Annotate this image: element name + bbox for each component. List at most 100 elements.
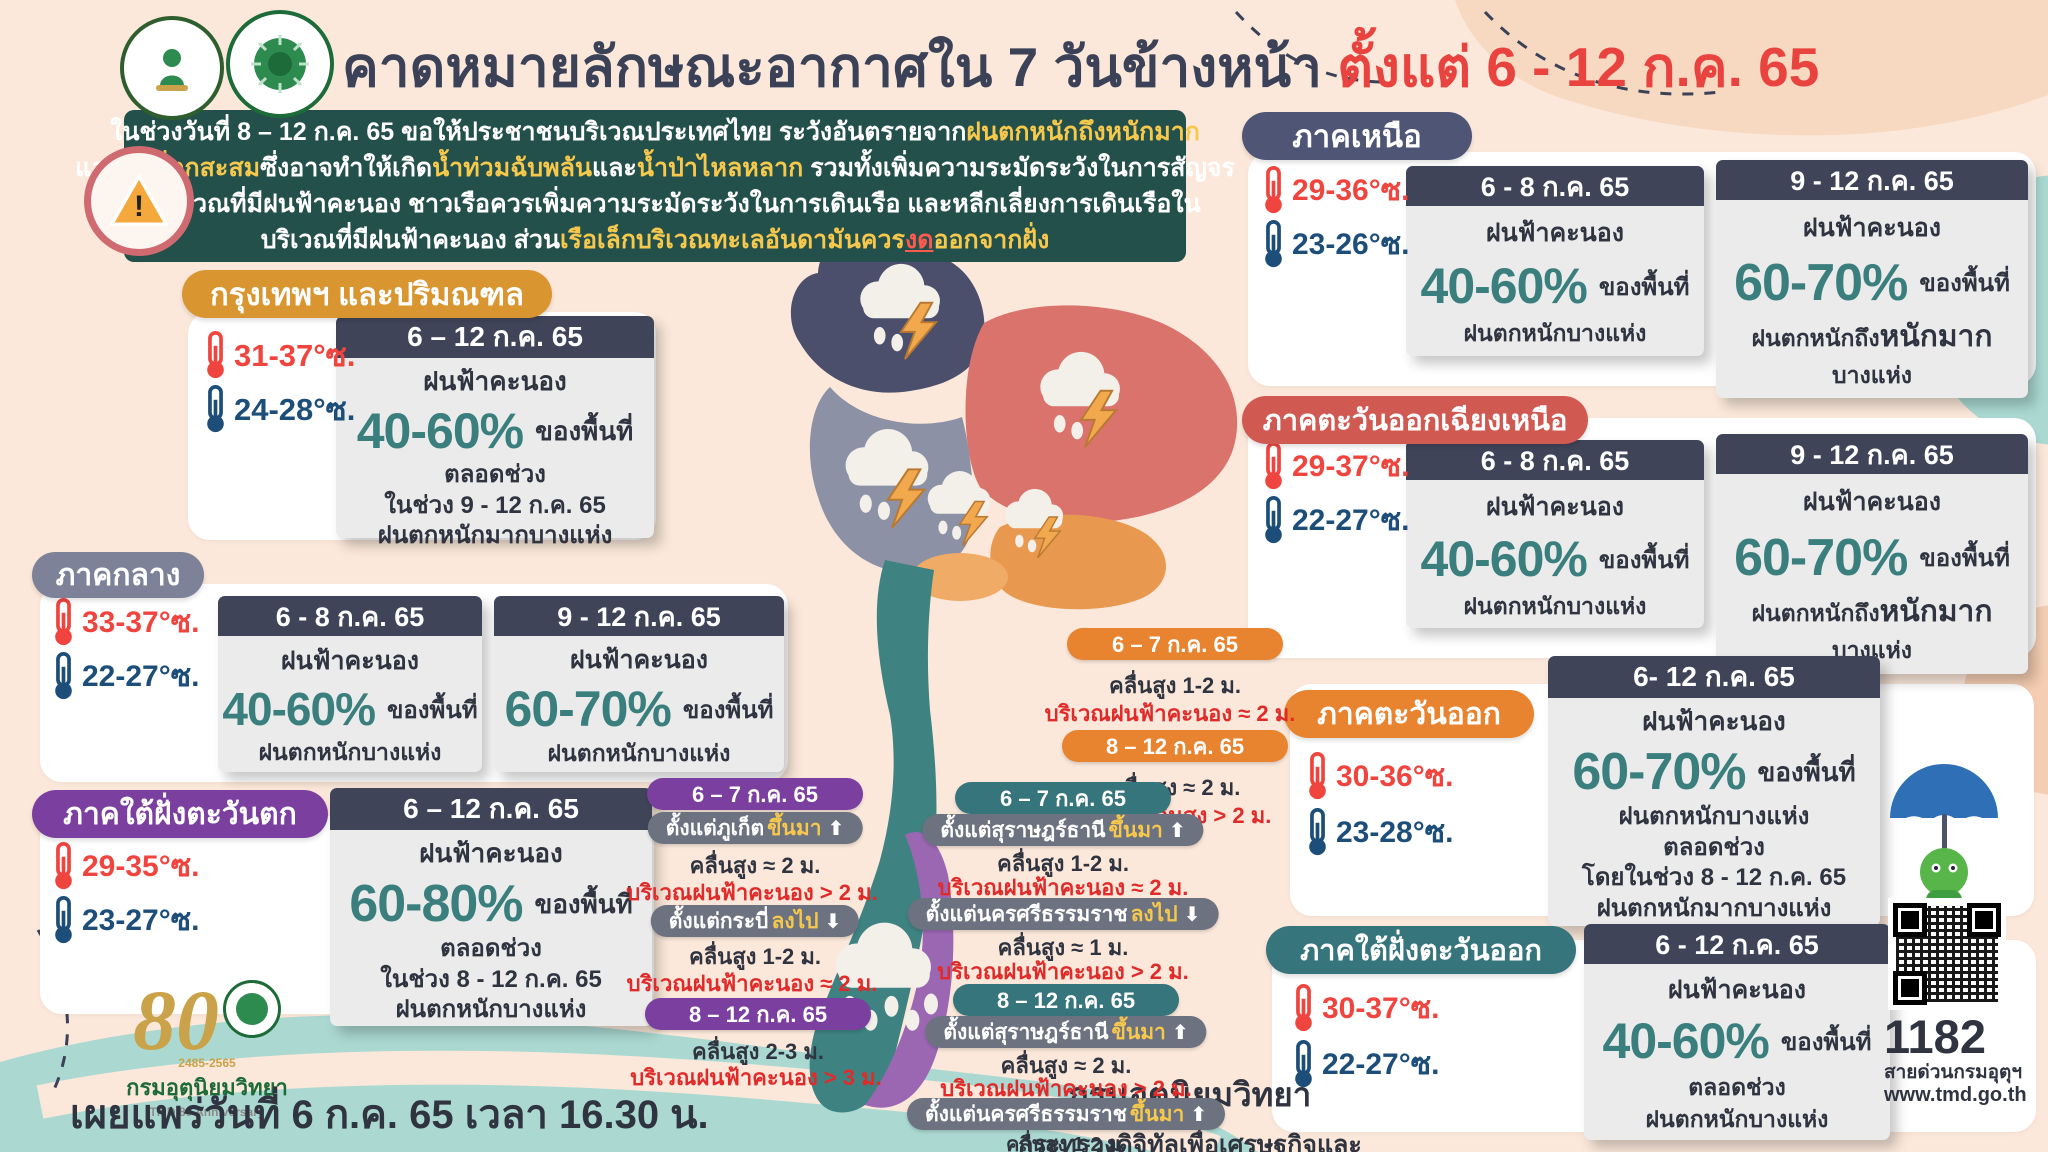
region-label-bangkok: กรุงเทพฯ และปริมณฑล xyxy=(182,270,552,318)
sea-storm-line: บริเวณฝนฟ้าคะนอง > 2 ม. xyxy=(940,1076,1192,1101)
warning-line-3: ผ่านบริเวณที่มีฝนฟ้าคะนอง ชาวเรือควรเพิ่… xyxy=(109,190,1201,218)
card-storm-label: ฝนฟ้าคะนอง xyxy=(1486,492,1624,521)
sea-storm-line: บริเวณฝนฟ้าคะนอง > 2 ม. xyxy=(937,959,1189,984)
card-line: ฝนตกหนักมากบางแห่ง xyxy=(377,522,613,550)
sea-gulf-upper-date-1: 6 – 7 ก.ค. 65 xyxy=(1067,628,1283,660)
card-line: ตลอดช่วง xyxy=(440,935,542,962)
sea-wave-line: คลื่นสูง ≈ 2 ม. xyxy=(689,853,821,878)
northeast-forecast-card-2: 9 - 12 ก.ค. 65 ฝนฟ้าคะนอง 60-70% ของพื้น… xyxy=(1716,434,2028,674)
card-line: ฝนตกหนักบางแห่ง xyxy=(395,996,587,1024)
storm-cloud-icon xyxy=(927,471,991,547)
anniversary-department: กรมอุตุนิยมวิทยา xyxy=(126,1075,288,1100)
hotline-number: 1182 xyxy=(1884,1010,1986,1063)
thermometer-low-icon xyxy=(1263,496,1284,544)
card-line: ฝนตกหนักบางแห่ง xyxy=(258,738,442,765)
card-storm-label: ฝนฟ้าคะนอง xyxy=(1486,219,1624,248)
card-storm-label: ฝนฟ้าคะนอง xyxy=(1668,975,1806,1004)
card-line: ตลอดช่วง xyxy=(1688,1073,1786,1100)
thermometer-high-icon xyxy=(205,331,226,379)
sea-andaman-sub-1: ตั้งแต่ภูเก็ต ขึ้นมา ⬆ xyxy=(647,812,863,844)
sea-andaman-sub-2: ตั้งแต่กระบี่ ลงไป ⬇ xyxy=(650,905,860,937)
sea-wave-line: คลื่นสูง 1-2 ม. xyxy=(1005,1134,1127,1152)
card-percent-row: 40-60% ของพื้นที่ xyxy=(222,683,478,736)
website-link[interactable]: www.tmd.go.th xyxy=(1884,1084,2027,1107)
card-storm-label: ฝนฟ้าคะนอง xyxy=(1642,706,1786,736)
sea-storm-line: บริเวณฝนฟ้าคะนอง ≈ 2 ม. xyxy=(626,971,878,996)
southeast-temp-low: 22-27°ซ. xyxy=(1292,1040,1439,1088)
card-storm-label: ฝนฟ้าคะนอง xyxy=(1803,213,1941,242)
sea-gulf-upper-date-2: 8 – 12 ก.ค. 65 xyxy=(1062,730,1288,762)
sea-gulf-lower-date-1: 6 – 7 ก.ค. 65 xyxy=(955,782,1171,814)
card-line: ตลอดช่วง xyxy=(444,461,546,488)
card-line: ฝนตกหนักบางแห่ง xyxy=(1463,592,1647,619)
svg-text:!: ! xyxy=(134,190,144,223)
thermometer-high-icon xyxy=(1263,442,1284,490)
north-temp-high: 29-36°ซ. xyxy=(1262,166,1409,214)
thermometer-low-icon xyxy=(205,385,226,433)
north-temp-low: 23-26°ซ. xyxy=(1262,220,1409,268)
sea-storm-line: บริเวณฝนฟ้าคะนอง > 3 ม. xyxy=(630,1065,882,1090)
sea-wave-line: คลื่นสูง ≈ 2 ม. xyxy=(1000,1053,1132,1078)
region-label-central: ภาคกลาง xyxy=(32,552,204,598)
card-percent-row: 60-70% ของพื้นที่ xyxy=(1572,743,1856,801)
east-forecast-card: 6- 12 ก.ค. 65 ฝนฟ้าคะนอง 60-70% ของพื้นท… xyxy=(1548,656,1880,926)
tmd-logo-emblem xyxy=(251,35,309,93)
card-percent-row: 40-60% ของพื้นที่ xyxy=(1420,531,1690,588)
bangkok-temp-low: 24-28°ซ. xyxy=(204,384,355,434)
region-label-east: ภาคตะวันออก xyxy=(1284,690,1534,738)
card-line: ฝนตกหนักถึงหนักมาก xyxy=(1751,319,1993,353)
sea-wave-line: คลื่นสูง 2-3 ม. xyxy=(691,1039,825,1064)
southeast-temp-high: 30-37°ซ. xyxy=(1292,984,1439,1032)
card-storm-label: ฝนฟ้าคะนอง xyxy=(1803,488,1941,517)
warning-line-1: ในช่วงวันที่ 8 – 12 ก.ค. 65 ขอให้ประชาชน… xyxy=(110,118,1200,146)
ministry-logo-emblem xyxy=(156,49,188,91)
title-date-range: ตั้งแต่ 6 - 12 ก.ค. 65 xyxy=(1337,36,1820,98)
ministry-logo xyxy=(120,16,224,120)
arrow-up-icon: ⬆ xyxy=(1190,1103,1208,1126)
hotline-label: สายด่วนกรมอุตุฯ xyxy=(1884,1062,2023,1084)
anniversary-subtitle: TMD 80 Anniversary xyxy=(149,1105,265,1119)
storm-cloud-icon xyxy=(1040,351,1120,448)
title-main: คาดหมายลักษณะอากาศใน 7 วันข้างหน้า xyxy=(342,36,1338,98)
ministry-name: กระทรวงดิจิทัลเพื่อเศรษฐกิจและสังคม xyxy=(1018,1131,1362,1152)
arrow-up-icon: ⬆ xyxy=(1168,819,1186,842)
card-storm-label: ฝนฟ้าคะนอง xyxy=(570,645,708,674)
thermometer-high-icon xyxy=(1263,166,1284,214)
card-storm-label: ฝนฟ้าคะนอง xyxy=(281,646,419,675)
card-date: 9 - 12 ก.ค. 65 xyxy=(1716,434,2028,474)
northeast-temp-low: 22-27°ซ. xyxy=(1262,496,1409,544)
southwest-temp-high: 29-35°ซ. xyxy=(52,842,199,890)
card-percent-row: 60-70% ของพื้นที่ xyxy=(1734,253,2010,312)
sea-andaman-date-2: 8 – 12 ก.ค. 65 xyxy=(645,998,871,1030)
card-line: ฝนตกหนักบางแห่ง xyxy=(1645,1105,1829,1132)
card-date: 6- 12 ก.ค. 65 xyxy=(1548,656,1880,698)
north-forecast-card-1: 6 - 8 ก.ค. 65 ฝนฟ้าคะนอง 40-60% ของพื้นท… xyxy=(1406,166,1704,356)
thermometer-high-icon xyxy=(1307,752,1328,800)
published-date: เผยแพร่วันที่ 6 ก.ค. 65 เวลา 16.30 น. xyxy=(70,1093,709,1137)
thermometer-high-icon xyxy=(53,598,74,646)
warning-icon: ! xyxy=(84,146,194,256)
thermometer-low-icon xyxy=(53,652,74,700)
sea-wave-line: คลื่นสูง 1-2 ม. xyxy=(996,851,1130,876)
card-line: ฝนตกหนักบางแห่ง xyxy=(1463,320,1647,347)
hotline-block: 1182 สายด่วนกรมอุตุฯ www.tmd.go.th xyxy=(1884,1012,2027,1106)
thermometer-low-icon xyxy=(1263,220,1284,268)
sea-storm-line: บริเวณฝนฟ้าคะนอง > 2 ม. xyxy=(626,880,878,905)
card-date: 6 – 12 ก.ค. 65 xyxy=(330,788,652,830)
card-line: ในช่วง 8 - 12 ก.ค. 65 xyxy=(380,965,602,993)
warning-line-4: บริเวณที่มีฝนฟ้าคะนอง ส่วนเรือเล็กบริเวณ… xyxy=(260,226,1050,254)
anniversary-number: 80 xyxy=(133,972,219,1068)
sea-gulf-lower-sub-1: ตั้งแต่สุราษฎร์ธานี ขึ้นมา ⬆ xyxy=(922,814,1204,846)
central-temp-high: 33-37°ซ. xyxy=(52,598,199,646)
map-region-gulf-coast xyxy=(912,553,1008,601)
southwest-forecast-card: 6 – 12 ก.ค. 65 ฝนฟ้าคะนอง 60-80% ของพื้น… xyxy=(330,788,652,1026)
east-temp-low: 23-28°ซ. xyxy=(1306,808,1453,856)
northeast-forecast-card-1: 6 - 8 ก.ค. 65 ฝนฟ้าคะนอง 40-60% ของพื้นท… xyxy=(1406,440,1704,628)
north-forecast-card-2: 9 - 12 ก.ค. 65 ฝนฟ้าคะนอง 60-70% ของพื้น… xyxy=(1716,160,2028,398)
card-percent-row: 60-80% ของพื้นที่ xyxy=(349,875,633,933)
thermometer-low-icon xyxy=(1307,808,1328,856)
storm-cloud-icon xyxy=(845,429,929,529)
card-date: 6 - 8 ก.ค. 65 xyxy=(218,596,482,636)
tmd-80th-anniversary-logo: 80 2485-2565 กรมอุตุนิยมวิทยา TMD 80 Ann… xyxy=(92,972,322,1119)
